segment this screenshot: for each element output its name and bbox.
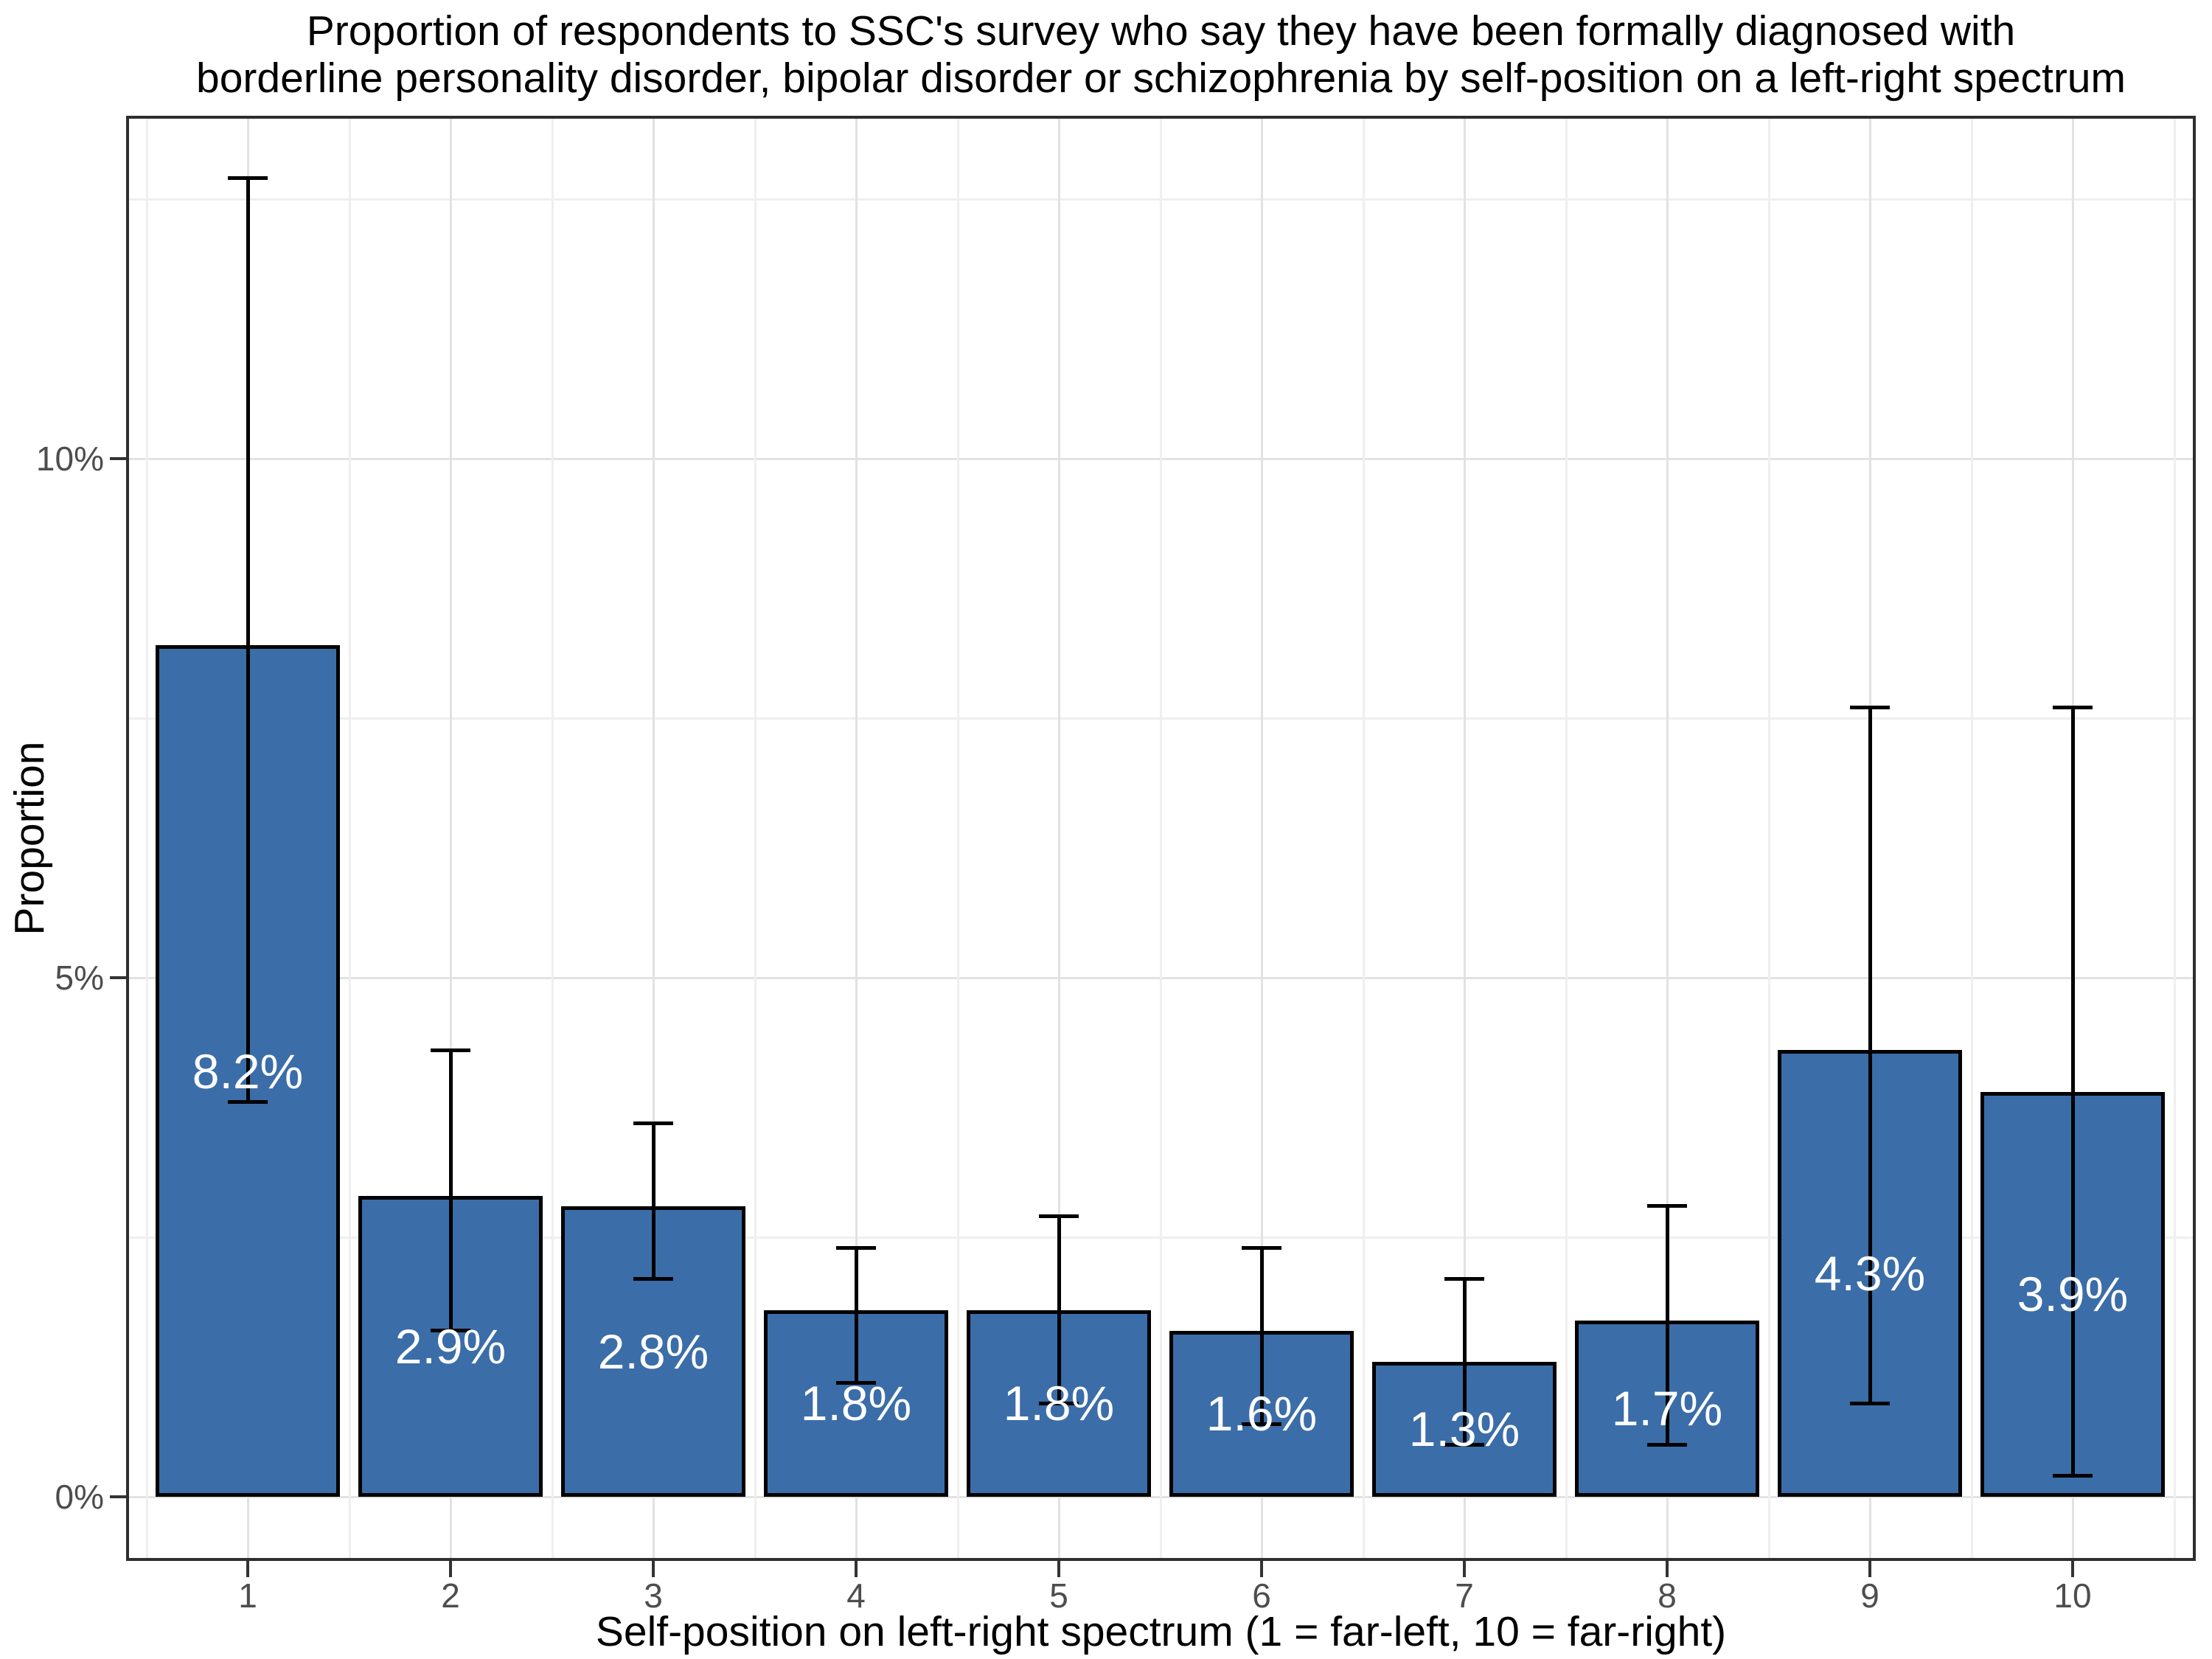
gridline-minor-vertical — [348, 119, 351, 1558]
gridline-minor-vertical — [754, 119, 757, 1558]
gridline-minor-vertical — [1362, 119, 1365, 1558]
x-tick — [1260, 1561, 1263, 1577]
y-axis-title: Proportion — [6, 741, 53, 936]
y-tick-label: 5% — [55, 958, 104, 997]
errorbar-cap-bottom — [2053, 1474, 2093, 1478]
gridline-minor-vertical — [956, 119, 959, 1558]
errorbar-cap-bottom — [1039, 1401, 1079, 1405]
gridline-major-vertical — [450, 119, 452, 1558]
gridline-major-vertical — [855, 119, 858, 1558]
gridline-minor-vertical — [1565, 119, 1568, 1558]
x-tick-label: 9 — [1860, 1576, 1879, 1615]
errorbar-cap-bottom — [836, 1380, 876, 1385]
errorbar-cap-top — [1444, 1276, 1484, 1281]
errorbar-line — [1868, 707, 1872, 1404]
errorbar-cap-bottom — [1242, 1422, 1281, 1426]
y-tick — [110, 1495, 126, 1498]
bar-value-label: 1.8% — [1003, 1376, 1115, 1431]
errorbar-cap-top — [431, 1048, 470, 1052]
bar-value-label: 1.6% — [1206, 1386, 1318, 1441]
chart-title: Proportion of respondents to SSC's surve… — [126, 7, 2196, 102]
bar-value-label: 8.2% — [192, 1043, 304, 1099]
errorbar-cap-bottom — [633, 1276, 673, 1281]
x-tick-label: 8 — [1658, 1576, 1677, 1615]
x-tick-label: 3 — [644, 1576, 663, 1615]
x-tick-label: 4 — [846, 1576, 866, 1615]
gridline-minor-vertical — [1767, 119, 1770, 1558]
y-tick-label: 10% — [35, 439, 104, 478]
x-tick — [1463, 1561, 1466, 1577]
chart-title-line-1: Proportion of respondents to SSC's surve… — [306, 7, 2016, 55]
gridline-major-vertical — [1058, 119, 1060, 1558]
gridline-major-vertical — [653, 119, 655, 1558]
errorbar-cap-top — [228, 176, 268, 181]
gridline-minor-vertical — [145, 119, 148, 1558]
bar — [358, 1195, 543, 1497]
errorbar-cap-top — [1039, 1214, 1079, 1219]
errorbar-cap-bottom — [431, 1329, 470, 1333]
errorbar-line — [2070, 707, 2075, 1476]
errorbar-cap-top — [1850, 706, 1890, 710]
gridline-minor-vertical — [1970, 119, 1973, 1558]
x-tick — [246, 1561, 249, 1577]
gridline-major-vertical — [1464, 119, 1466, 1558]
errorbar-cap-top — [633, 1121, 673, 1125]
x-tick — [855, 1561, 858, 1577]
gridline-major-vertical — [1666, 119, 1669, 1558]
x-tick — [1868, 1561, 1871, 1577]
x-tick — [1057, 1561, 1060, 1577]
gridline-minor-vertical — [2173, 119, 2176, 1558]
x-axis-title: Self-position on left-right spectrum (1 … — [595, 1608, 1727, 1655]
x-tick — [449, 1561, 452, 1577]
errorbar-line — [246, 178, 250, 1102]
errorbar-line — [1665, 1206, 1669, 1445]
errorbar-line — [1259, 1248, 1264, 1425]
x-tick-label: 5 — [1049, 1576, 1068, 1615]
errorbar-cap-bottom — [228, 1100, 268, 1105]
y-tick-label: 0% — [55, 1478, 104, 1516]
errorbar-cap-top — [1647, 1204, 1687, 1208]
x-tick-label: 6 — [1252, 1576, 1271, 1615]
x-tick-label: 7 — [1455, 1576, 1474, 1615]
bar-value-label: 2.9% — [394, 1318, 507, 1374]
errorbar-cap-top — [836, 1245, 876, 1250]
gridline-minor-vertical — [551, 119, 554, 1558]
bar-value-label: 4.3% — [1814, 1246, 1926, 1301]
plot-panel: 8.2% 2.9% 2.8% 1.8% 1.8% 1.6% 1.3% 1.7% 4.3% 3.9% — [126, 116, 2196, 1561]
x-tick-label: 2 — [441, 1576, 460, 1615]
bar-value-label: 1.3% — [1408, 1402, 1520, 1457]
gridline-minor-vertical — [1159, 119, 1162, 1558]
x-tick-label: 1 — [238, 1576, 257, 1615]
errorbar-cap-top — [2053, 706, 2093, 710]
errorbar-cap-bottom — [1444, 1443, 1484, 1447]
bar-value-label: 1.7% — [1611, 1381, 1723, 1436]
errorbar-cap-top — [1242, 1245, 1281, 1250]
x-tick-label: 10 — [2053, 1576, 2092, 1615]
bar-value-label: 1.8% — [800, 1376, 912, 1431]
x-tick — [652, 1561, 655, 1577]
errorbar-cap-bottom — [1850, 1401, 1890, 1405]
y-tick — [110, 975, 126, 979]
y-tick — [110, 456, 126, 460]
errorbar-line — [651, 1123, 655, 1279]
chart-title-line-2: borderline personality disorder, bipolar… — [196, 55, 2126, 102]
errorbar-cap-bottom — [1647, 1443, 1687, 1447]
errorbar-line — [1057, 1216, 1061, 1404]
errorbar-line — [854, 1248, 858, 1383]
gridline-major-vertical — [1261, 119, 1263, 1558]
x-tick — [1666, 1561, 1669, 1577]
errorbar-line — [448, 1050, 453, 1331]
bar-value-label: 2.8% — [597, 1324, 709, 1379]
x-tick — [2071, 1561, 2074, 1577]
bar-value-label: 3.9% — [2017, 1267, 2129, 1322]
errorbar-line — [1462, 1279, 1467, 1445]
